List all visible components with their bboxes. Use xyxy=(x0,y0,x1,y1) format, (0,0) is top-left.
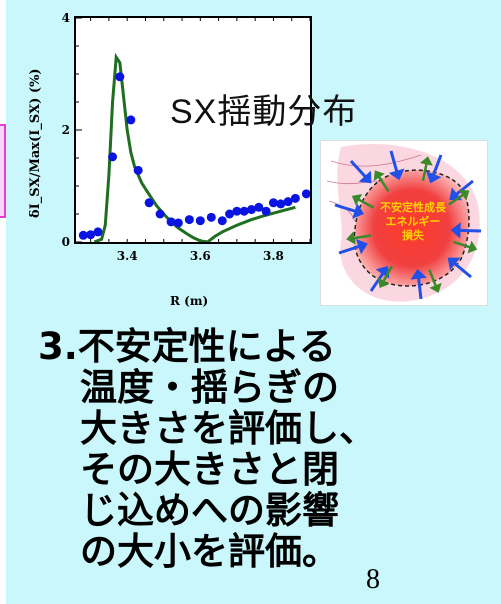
inward-arrow-head xyxy=(450,222,461,239)
x-tick-label: 3.6 xyxy=(190,249,211,263)
data-point xyxy=(133,165,143,175)
inward-arrow xyxy=(431,154,443,177)
inward-arrow-head xyxy=(388,168,405,181)
outward-arrow-head xyxy=(377,277,390,289)
chart-svg xyxy=(76,17,311,244)
data-point xyxy=(247,205,256,215)
y-tick-label: 0 xyxy=(62,235,70,249)
inward-arrow xyxy=(334,203,357,213)
outward-arrows xyxy=(346,156,478,293)
chart-panel: δI_SX/Max(I_SX) (%) 3.4 3.6 3.8 0 2 4 R (m) xyxy=(6,0,318,316)
outward-arrow xyxy=(428,269,438,287)
x-tick-label: 3.8 xyxy=(263,249,284,263)
data-point xyxy=(254,202,264,212)
inward-arrow xyxy=(338,244,361,255)
body-line: じ込めへの影響 xyxy=(80,489,339,532)
inward-arrow-head xyxy=(352,203,365,219)
data-point xyxy=(301,189,311,199)
data-point xyxy=(108,152,118,162)
inset-diagram xyxy=(326,143,482,302)
axis-labels-svg: 3.4 3.6 3.8 0 2 4 xyxy=(62,11,284,263)
outward-arrow xyxy=(377,175,390,193)
inward-arrow-head xyxy=(447,257,461,271)
inward-arrow-head xyxy=(358,170,372,184)
outward-arrow-head xyxy=(458,189,470,201)
data-point xyxy=(290,193,300,203)
main-text: 3.不安定性による 温度・揺らぎの 大きさを評価し、 その大きさと閉 じ込めへの… xyxy=(38,326,438,572)
inset-label: 不安定性成長 エネルギー 損失 xyxy=(373,201,453,243)
outward-arrow xyxy=(352,234,372,240)
outward-arrow xyxy=(381,265,394,283)
data-point xyxy=(225,209,235,219)
tick-marks xyxy=(76,17,311,243)
left-pink-box xyxy=(0,124,6,218)
body-line: 大きさを評価し、 xyxy=(80,407,376,450)
inset-label-line: 損失 xyxy=(402,229,424,242)
x-tick-label: 3.4 xyxy=(117,249,138,263)
plot-area xyxy=(74,16,312,244)
data-point xyxy=(283,197,293,207)
y-tick-label: 4 xyxy=(62,11,70,25)
page-number: 8 xyxy=(366,564,380,595)
data-point xyxy=(155,209,165,219)
slide-title: SX揺動分布 xyxy=(170,93,358,131)
inward-arrow-head xyxy=(355,238,368,255)
outward-arrow-head xyxy=(419,156,433,166)
body-line: その大きさと閉 xyxy=(80,448,339,491)
inward-arrow-head xyxy=(426,171,442,184)
inward-arrow xyxy=(458,228,482,233)
inward-arrows xyxy=(334,150,482,300)
outward-arrow xyxy=(453,240,472,249)
inset-label-line: 不安定性成長 xyxy=(380,201,446,214)
body-line: の大小を評価。 xyxy=(80,530,339,573)
outward-arrow-head xyxy=(373,170,385,181)
outward-arrow-head xyxy=(467,240,478,254)
inward-arrow xyxy=(389,150,399,173)
data-point xyxy=(195,216,205,226)
body-line: 温度・揺らぎの xyxy=(80,366,339,409)
data-point xyxy=(78,230,88,240)
data-point xyxy=(239,206,249,216)
x-axis-label: R (m) xyxy=(170,294,209,308)
inward-arrow xyxy=(417,276,423,300)
outward-arrow xyxy=(357,198,375,209)
instability-blob xyxy=(353,169,470,287)
left-edge-strip xyxy=(0,0,6,604)
inward-arrow-head xyxy=(375,265,390,279)
data-point xyxy=(184,215,194,225)
data-point xyxy=(173,218,183,228)
body-line: 3.不安定性による xyxy=(38,325,336,368)
data-point xyxy=(166,217,176,227)
instability-inset: 不安定性成長 エネルギー 損失 xyxy=(320,140,488,306)
outward-arrow xyxy=(421,162,428,182)
outward-arrow xyxy=(448,193,465,206)
data-point xyxy=(115,72,125,82)
data-point xyxy=(206,212,216,222)
inward-arrow-head xyxy=(449,187,463,201)
outward-arrow-head xyxy=(346,231,356,245)
inward-arrow xyxy=(453,261,472,279)
data-point xyxy=(217,216,227,226)
inward-arrow-head xyxy=(410,268,427,280)
inward-arrow xyxy=(369,271,385,292)
y-tick-label: 2 xyxy=(62,123,70,137)
outward-arrow-head xyxy=(351,193,363,206)
data-point xyxy=(276,199,286,209)
data-point xyxy=(93,227,103,237)
data-point xyxy=(268,198,278,208)
data-point xyxy=(232,206,242,216)
inward-arrow xyxy=(349,159,367,179)
inset-label-line: エネルギー xyxy=(385,215,441,228)
outward-arrow-head xyxy=(429,282,442,293)
inward-arrow xyxy=(454,179,474,196)
data-point xyxy=(86,230,96,240)
data-point xyxy=(126,115,136,125)
data-point xyxy=(144,198,154,208)
data-point xyxy=(261,206,271,216)
